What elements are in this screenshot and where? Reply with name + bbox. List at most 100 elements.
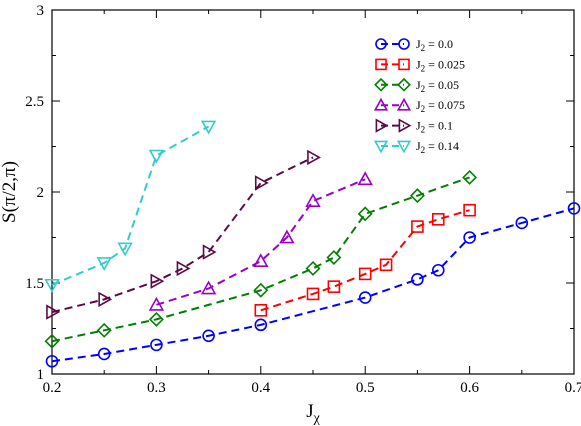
- data-point: [97, 347, 111, 361]
- legend-marker: [398, 118, 412, 133]
- legend-label: J2 = 0.025: [416, 57, 465, 73]
- data-point: [379, 258, 393, 272]
- x-axis-label: Jχ: [306, 401, 320, 426]
- legend-entry: J2 = 0.025: [375, 57, 465, 73]
- data-point: [515, 216, 529, 230]
- data-point: [200, 280, 217, 295]
- data-point: [148, 311, 164, 327]
- tick-marks: 0.2 0.3 0.4 0.5 0.6 0.7 1 1.5 2 2.5 3: [25, 3, 581, 396]
- legend-label-subscript: 2: [421, 63, 426, 73]
- data-point: [462, 169, 478, 185]
- data-point: [44, 278, 60, 293]
- legend-label-main: J: [416, 98, 421, 112]
- data-point: [567, 202, 581, 215]
- plot-frame: [51, 9, 575, 375]
- legend-entry: J2 = 0.0: [375, 37, 453, 53]
- data-point: [96, 322, 112, 338]
- x-axis-label-main: J: [306, 401, 313, 422]
- data-point: [253, 253, 269, 268]
- legend-label: J2 = 0.075: [416, 98, 465, 114]
- x-tick-label: 0.3: [147, 380, 166, 396]
- data-point: [326, 250, 342, 265]
- legend-label: J2 = 0.0: [416, 37, 453, 53]
- legend-label-value: = 0.075: [425, 98, 465, 112]
- data-point: [45, 354, 59, 368]
- data-point: [117, 242, 133, 257]
- data-point: [463, 231, 476, 244]
- axes: [51, 9, 575, 375]
- data-point: [463, 203, 476, 217]
- legend-label-main: J: [416, 57, 421, 71]
- legend-marker: [398, 38, 410, 50]
- legend-label-main: J: [416, 139, 421, 153]
- data-point: [254, 318, 268, 332]
- data-point: [307, 149, 321, 166]
- data-point: [327, 280, 341, 293]
- series-line: [260, 209, 470, 312]
- legend-label-subscript: 2: [421, 125, 426, 135]
- data-point: [202, 244, 217, 260]
- series-group: [44, 120, 581, 368]
- data-point: [357, 206, 373, 222]
- legend-marker: [375, 118, 389, 133]
- legend-marker: [375, 58, 387, 71]
- data-point: [148, 149, 165, 164]
- legend-label: J2 = 0.1: [416, 119, 453, 135]
- data-point: [148, 296, 165, 311]
- series-1: [45, 202, 581, 368]
- legend-marker: [374, 77, 388, 92]
- legend-label-value: = 0.1: [425, 119, 453, 133]
- legend-label-subscript: 2: [421, 104, 426, 114]
- data-point: [254, 175, 269, 191]
- legend-label-subscript: 2: [421, 43, 426, 53]
- x-tick-label: 0.5: [356, 380, 375, 396]
- data-point: [150, 338, 163, 352]
- legend-entry: J2 = 0.1: [375, 118, 453, 135]
- y-tick-label: 3: [37, 3, 45, 19]
- series-line: [51, 125, 210, 286]
- data-point: [96, 257, 112, 271]
- series-line: [156, 178, 366, 306]
- legend-label-value: = 0.05: [425, 78, 459, 92]
- legend-marker: [396, 97, 412, 111]
- data-point: [253, 282, 269, 298]
- x-tick-label: 0.6: [460, 380, 479, 396]
- y-tick-label: 2: [37, 185, 45, 201]
- legend-marker: [373, 140, 389, 154]
- legend-label-subscript: 2: [421, 145, 426, 155]
- data-point: [431, 213, 445, 226]
- series-line: [51, 156, 314, 314]
- y-tick-label: 2.5: [25, 94, 44, 110]
- legend-label-subscript: 2: [421, 84, 426, 94]
- data-point: [305, 260, 321, 276]
- x-tick-label: 0.2: [43, 380, 62, 396]
- series-line: [51, 207, 575, 363]
- legend-marker: [373, 97, 389, 111]
- legend-label-value: = 0.0: [425, 37, 453, 51]
- series-4: [148, 171, 373, 311]
- data-point: [411, 273, 424, 286]
- y-tick-label: 1.5: [25, 276, 44, 292]
- data-point: [46, 304, 60, 320]
- legend-label-value: = 0.14: [425, 139, 459, 153]
- y-axis-label: S(π/2,π): [0, 161, 20, 223]
- data-point: [279, 229, 295, 244]
- data-point: [150, 273, 165, 289]
- series-3: [44, 169, 478, 349]
- legend-label-main: J: [416, 78, 421, 92]
- legend-entry: J2 = 0.14: [373, 139, 459, 155]
- data-point: [305, 193, 321, 207]
- data-point: [98, 291, 113, 308]
- data-point: [358, 291, 372, 304]
- legend-label-value: = 0.025: [425, 57, 465, 71]
- legend-marker: [397, 77, 411, 92]
- data-point: [254, 303, 268, 317]
- legend-entry: J2 = 0.075: [373, 97, 465, 114]
- legend-marker: [375, 38, 387, 50]
- data-point: [409, 188, 425, 204]
- data-point: [44, 333, 60, 349]
- data-point: [411, 220, 424, 233]
- data-point: [176, 260, 191, 277]
